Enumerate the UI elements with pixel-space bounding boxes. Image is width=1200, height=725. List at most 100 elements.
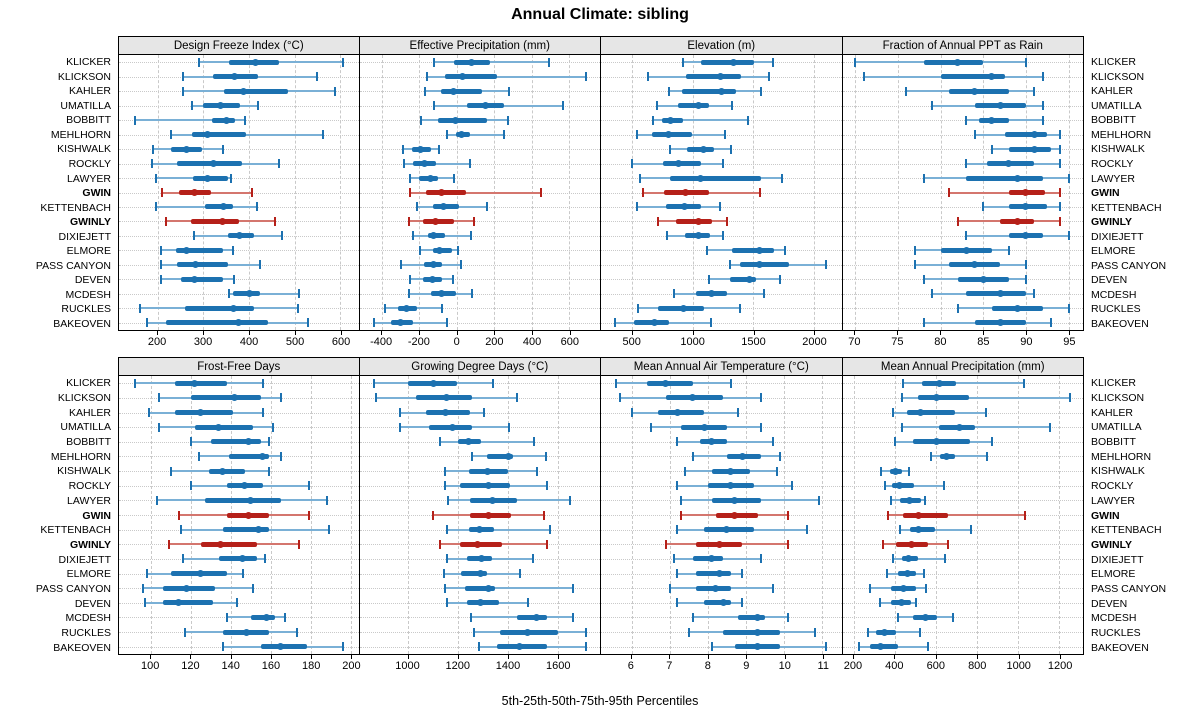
whisker-cap xyxy=(549,525,552,535)
axis-tick-label: 400 xyxy=(239,336,259,348)
whisker-cap xyxy=(668,86,671,96)
iqr-bar-25-75 xyxy=(192,132,246,138)
station-labels-left: KLICKER KLICKSON KAHLER UMATILLA BOBBITT MEHL… xyxy=(6,55,118,331)
axis-tick-label: 100 xyxy=(141,660,160,672)
median-dot xyxy=(241,482,249,490)
station-label: UMATILLA xyxy=(60,99,111,112)
iqr-bar-25-75 xyxy=(685,74,741,80)
median-dot xyxy=(979,275,987,283)
median-dot xyxy=(245,438,253,446)
median-dot xyxy=(718,87,726,95)
whisker-cap xyxy=(399,260,402,270)
median-dot xyxy=(988,73,996,81)
whisker-cap xyxy=(261,378,264,388)
iqr-bar-25-75 xyxy=(918,395,969,401)
median-dot xyxy=(231,394,239,402)
axis-tick-mark xyxy=(270,655,272,659)
axis-tick-mark xyxy=(190,655,192,659)
iqr-bar-25-75 xyxy=(907,410,955,416)
whisker-cap xyxy=(666,231,669,241)
whisker-cap xyxy=(880,466,883,476)
whisker-cap xyxy=(545,539,548,549)
panel-plot xyxy=(841,376,1084,655)
axis-tick-mark xyxy=(784,655,786,659)
station-label: UMATILLA xyxy=(1091,421,1142,434)
horizontal-gridline xyxy=(359,163,600,165)
whisker-cap xyxy=(459,260,462,270)
whisker-cap xyxy=(151,159,154,169)
whisker-cap xyxy=(787,539,790,549)
whisker-cap xyxy=(141,583,144,593)
whisker-cap xyxy=(929,451,932,461)
horizontal-gridline xyxy=(842,588,1083,590)
station-label: KLICKSON xyxy=(57,70,111,83)
station-label: KETTENBACH xyxy=(1091,201,1162,214)
station-label: KLICKER xyxy=(1091,56,1136,69)
whisker-cap xyxy=(946,539,949,549)
median-dot xyxy=(662,379,670,387)
whisker-cap xyxy=(307,510,310,520)
whisker-cap xyxy=(315,72,318,82)
iqr-bar-25-75 xyxy=(658,410,705,416)
whisker-cap xyxy=(423,86,426,96)
median-dot xyxy=(183,145,191,153)
median-dot xyxy=(431,217,439,225)
whisker-cap xyxy=(412,231,415,241)
whisker-cap xyxy=(445,554,448,564)
whisker-cap xyxy=(167,539,170,549)
median-dot xyxy=(715,540,723,548)
whisker-cap xyxy=(307,481,310,491)
median-dot xyxy=(449,423,457,431)
station-label: ROCKLY xyxy=(68,480,111,493)
whisker-cap xyxy=(854,57,857,67)
whisker-cap xyxy=(439,539,442,549)
whisker-cap xyxy=(985,408,988,418)
whisker-5-95 xyxy=(902,426,1050,429)
whisker-5-95 xyxy=(427,75,586,78)
whisker-cap xyxy=(408,289,411,299)
axis-tick-label: 600 xyxy=(331,336,351,348)
whisker-5-95 xyxy=(404,162,471,165)
median-dot xyxy=(880,628,888,636)
horizontal-gridline xyxy=(359,221,600,223)
median-dot xyxy=(243,628,251,636)
station-label: DEVEN xyxy=(1091,274,1128,287)
median-dot xyxy=(915,511,923,519)
whisker-cap xyxy=(889,495,892,505)
axis-tick-label: 85 xyxy=(977,336,990,348)
whisker-cap xyxy=(680,495,683,505)
iqr-bar-25-75 xyxy=(228,453,269,459)
whisker-cap xyxy=(473,627,476,637)
whisker-cap xyxy=(763,289,766,299)
whisker-cap xyxy=(426,72,429,82)
panel-x-axis: 500 1000 1500 2000 xyxy=(600,331,843,353)
whisker-cap xyxy=(1033,289,1036,299)
iqr-bar-25-75 xyxy=(200,541,257,547)
whisker-cap xyxy=(403,159,406,169)
whisker-5-95 xyxy=(885,484,944,487)
horizontal-gridline xyxy=(842,485,1083,487)
median-dot xyxy=(717,73,725,81)
horizontal-gridline xyxy=(842,471,1083,473)
axis-tick-mark xyxy=(351,655,353,659)
whisker-cap xyxy=(817,495,820,505)
whisker-cap xyxy=(445,130,448,140)
whisker-cap xyxy=(1058,144,1061,154)
median-dot xyxy=(481,102,489,110)
whisker-cap xyxy=(676,437,679,447)
whisker-cap xyxy=(760,554,763,564)
median-dot xyxy=(996,102,1004,110)
horizontal-gridline xyxy=(359,235,600,237)
whisker-cap xyxy=(737,408,740,418)
whisker-cap xyxy=(656,216,659,226)
median-dot xyxy=(932,438,940,446)
iqr-bar-25-75 xyxy=(903,512,948,518)
whisker-cap xyxy=(446,318,449,328)
whisker-cap xyxy=(726,216,729,226)
axis-tick-mark xyxy=(746,655,748,659)
whisker-cap xyxy=(157,422,160,432)
whisker-cap xyxy=(924,495,927,505)
axis-tick-label: 1600 xyxy=(546,660,571,672)
whisker-cap xyxy=(402,144,405,154)
whisker-cap xyxy=(483,408,486,418)
